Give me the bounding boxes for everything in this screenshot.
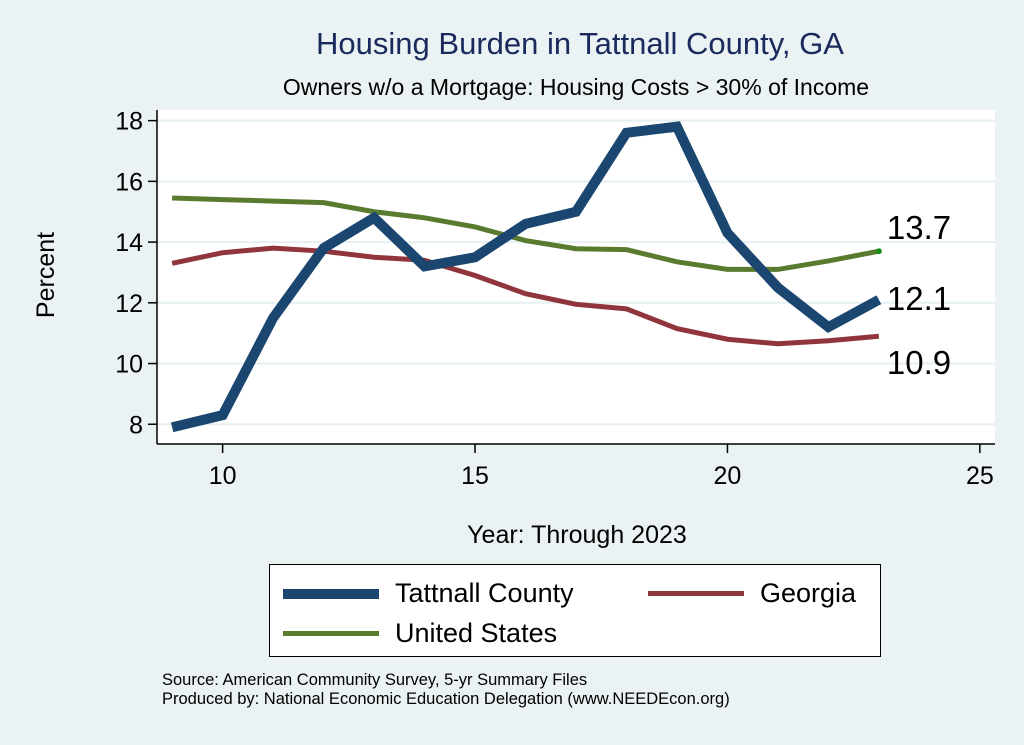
legend-item-georgia: Georgia [648,578,856,609]
x-axis-label: Year: Through 2023 [467,521,687,549]
legend-swatch-georgia [648,591,744,596]
x-tick-label: 15 [461,462,489,490]
chart-title: Housing Burden in Tattnall County, GA [316,26,844,61]
y-axis-label: Percent [32,232,60,318]
source-note: Source: American Community Survey, 5-yr … [162,671,730,709]
x-tick-label: 10 [209,462,237,490]
y-tick-label: 12 [115,290,143,318]
y-tick-label: 18 [115,108,143,136]
y-tick-label: 16 [115,168,143,196]
producer-line: Produced by: National Economic Education… [162,690,730,708]
chart-subtitle: Owners w/o a Mortgage: Housing Costs > 3… [282,74,870,100]
legend-label-tattnall: Tattnall County [395,578,574,608]
legend: Tattnall County Georgia United States [269,564,881,657]
x-tick-label: 20 [714,462,742,490]
legend-swatch-us [283,631,379,636]
y-tick-label: 10 [115,351,143,379]
us-end-marker [875,248,882,255]
legend-item-us: United States [283,618,557,649]
legend-label-georgia: Georgia [760,578,857,608]
legend-label-us: United States [395,618,558,648]
plot-area [157,110,995,444]
y-tick-label: 14 [115,229,143,257]
end-value-label: 13.7 [887,209,951,246]
end-value-label: 10.9 [887,344,951,381]
end-value-label: 12.1 [887,280,951,317]
y-tick-label: 8 [129,411,143,439]
x-tick-label: 25 [966,462,994,490]
source-line: Source: American Community Survey, 5-yr … [162,671,588,689]
legend-swatch-tattnall [283,588,379,599]
line-chart: 8 10 12 14 16 18 10 15 20 25 12.1 10.9 13.7 Percent… [32,108,995,549]
legend-item-tattnall: Tattnall County [283,578,574,609]
